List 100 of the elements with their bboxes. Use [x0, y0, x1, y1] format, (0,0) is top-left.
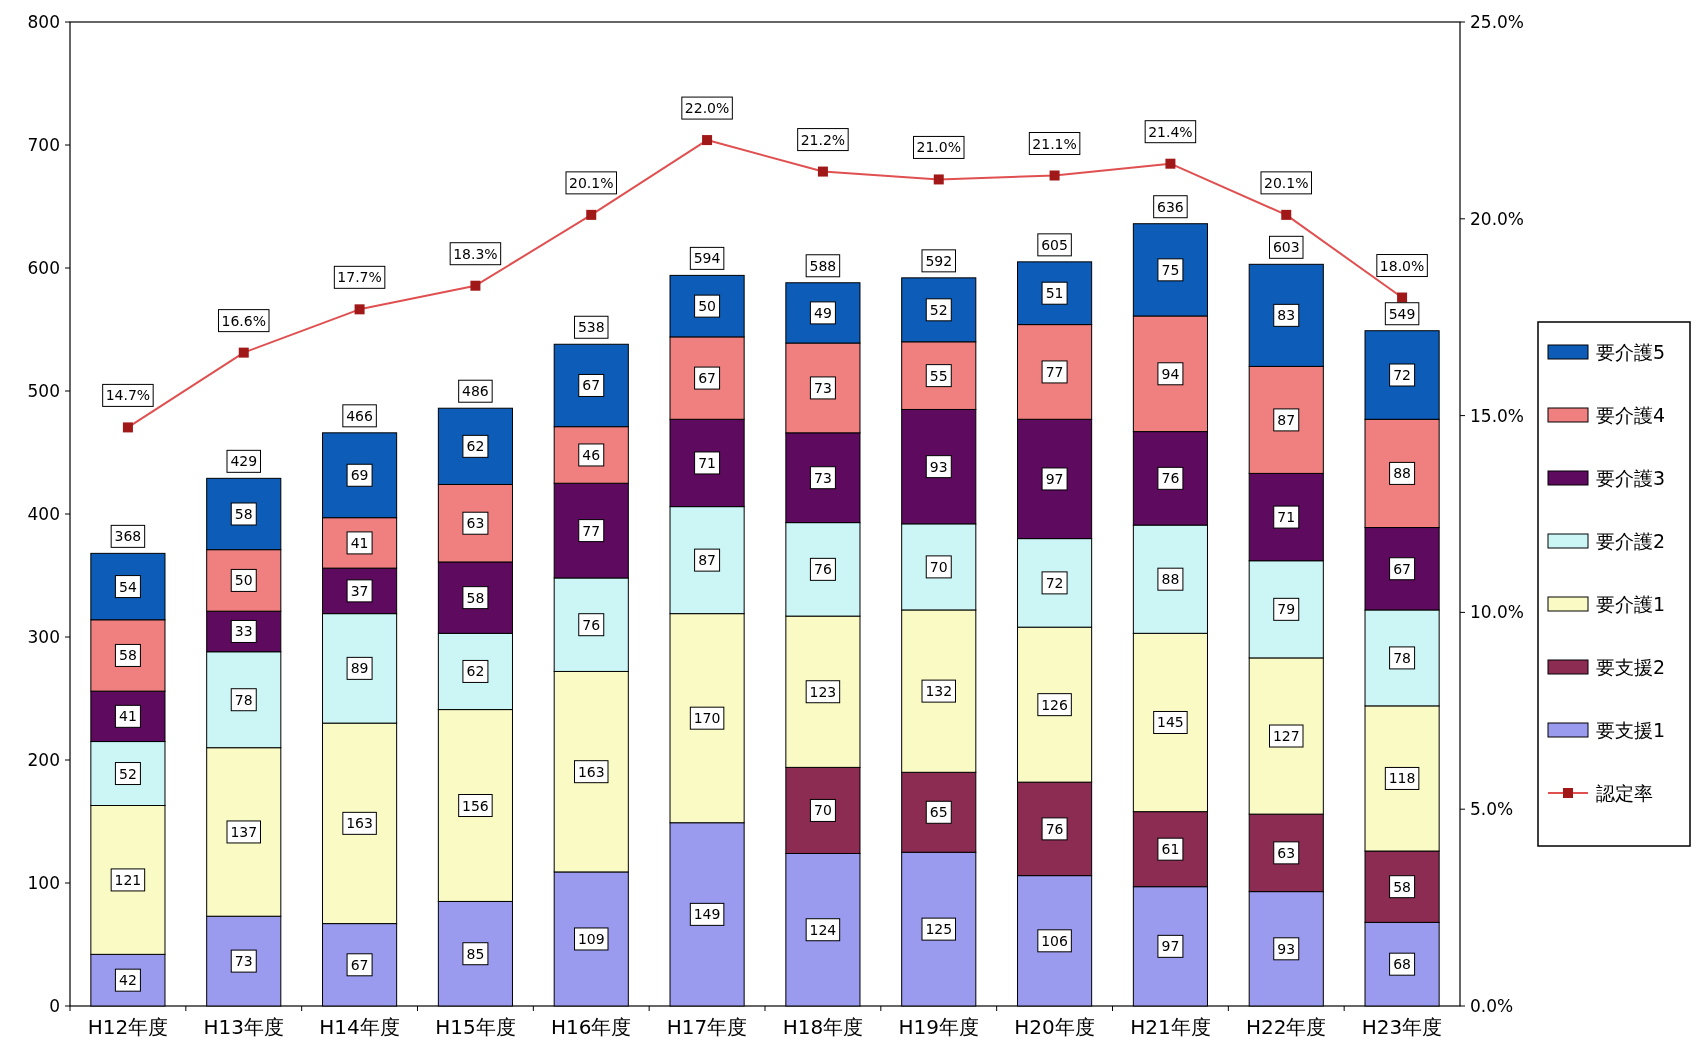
- data-label: 79: [1277, 601, 1296, 618]
- y-tick-label: 200: [27, 750, 60, 770]
- data-label: 17.7%: [337, 269, 382, 286]
- data-label: 49: [814, 304, 832, 321]
- data-label: 21.4%: [1148, 123, 1193, 140]
- data-label: 89: [350, 660, 369, 677]
- data-label: 73: [234, 953, 253, 970]
- data-label: 87: [698, 552, 716, 569]
- data-label: 67: [1393, 560, 1411, 577]
- data-label: 83: [1277, 307, 1296, 324]
- x-tick-label: H14年度: [319, 1015, 400, 1039]
- data-label: 42: [119, 972, 137, 989]
- data-label: 58: [466, 589, 485, 606]
- data-label: 156: [462, 797, 489, 814]
- total-label: 538: [577, 319, 605, 336]
- data-label: 93: [1277, 940, 1296, 957]
- data-label: 93: [929, 458, 948, 475]
- data-label: 70: [929, 558, 948, 575]
- data-label: 33: [234, 623, 253, 640]
- data-label: 73: [814, 379, 832, 396]
- data-label: 70: [814, 802, 832, 819]
- data-label: 71: [698, 454, 716, 471]
- data-label: 67: [350, 956, 369, 973]
- legend-label: 要介護3: [1596, 467, 1666, 489]
- data-label: 61: [1161, 841, 1180, 858]
- data-label: 127: [1272, 728, 1300, 745]
- data-label: 109: [577, 930, 605, 947]
- data-label: 41: [350, 534, 369, 551]
- x-tick-label: H20年度: [1014, 1015, 1095, 1039]
- total-label: 466: [346, 407, 374, 424]
- total-label: 549: [1388, 305, 1416, 322]
- legend-label: 要介護5: [1596, 341, 1666, 363]
- data-label: 41: [119, 708, 137, 725]
- data-label: 67: [698, 370, 716, 387]
- legend-label: 要支援1: [1596, 719, 1666, 741]
- y2-tick-label: 20.0%: [1470, 208, 1525, 229]
- data-label: 87: [1277, 411, 1296, 428]
- total-label: 588: [809, 257, 837, 274]
- data-label: 163: [346, 815, 373, 832]
- data-label: 21.0%: [916, 139, 961, 156]
- data-label: 76: [1045, 820, 1064, 837]
- x-tick-label: H22年度: [1246, 1015, 1327, 1039]
- data-label: 22.0%: [684, 100, 730, 117]
- total-label: 486: [462, 383, 489, 400]
- y2-tick-label: 0.0%: [1470, 996, 1514, 1016]
- data-label: 54: [119, 578, 137, 595]
- x-tick-label: H23年度: [1361, 1015, 1443, 1039]
- x-tick-label: H16年度: [551, 1015, 632, 1039]
- data-label: 62: [466, 438, 485, 455]
- data-label: 50: [698, 298, 716, 315]
- data-label: 58: [119, 647, 137, 664]
- total-label: 368: [114, 528, 142, 545]
- total-label: 429: [230, 453, 258, 470]
- data-label: 76: [582, 616, 601, 633]
- data-label: 78: [1393, 649, 1411, 666]
- data-label: 118: [1388, 770, 1416, 787]
- data-label: 121: [114, 871, 142, 888]
- data-label: 69: [350, 467, 369, 484]
- data-label: 163: [577, 763, 605, 780]
- data-label: 149: [693, 906, 721, 923]
- data-label: 97: [1161, 938, 1180, 955]
- data-label: 106: [1041, 932, 1069, 949]
- data-label: 145: [1157, 714, 1184, 731]
- data-label: 77: [1045, 363, 1064, 380]
- data-label: 68: [1393, 956, 1411, 973]
- legend-label: 要介護2: [1596, 530, 1666, 552]
- data-label: 21.1%: [1032, 135, 1077, 152]
- x-tick-label: H21年度: [1130, 1015, 1211, 1039]
- total-label: 594: [693, 250, 721, 267]
- data-label: 58: [234, 506, 253, 522]
- x-tick-label: H12年度: [87, 1015, 169, 1039]
- total-label: 592: [925, 252, 953, 269]
- legend-label: 認定率: [1596, 782, 1653, 804]
- data-label: 124: [809, 921, 837, 938]
- data-label: 58: [1393, 878, 1411, 895]
- data-label: 77: [582, 522, 601, 539]
- x-tick-label: H17年度: [666, 1015, 748, 1039]
- data-label: 52: [929, 301, 948, 318]
- data-label: 137: [230, 823, 258, 840]
- data-label: 71: [1277, 509, 1296, 526]
- data-label: 126: [1041, 696, 1069, 713]
- y-tick-label: 300: [27, 627, 60, 647]
- total-label: 636: [1157, 198, 1184, 215]
- data-label: 75: [1161, 261, 1180, 278]
- data-label: 63: [466, 515, 485, 532]
- data-label: 18.0%: [1379, 257, 1425, 274]
- data-label: 62: [466, 663, 485, 680]
- y-tick-label: 0: [49, 996, 60, 1016]
- data-label: 132: [925, 683, 953, 700]
- data-label: 123: [809, 683, 837, 700]
- data-label: 16.6%: [221, 312, 266, 329]
- x-tick-label: H19年度: [898, 1015, 979, 1039]
- data-label: 94: [1161, 365, 1180, 382]
- y2-tick-label: 10.0%: [1470, 602, 1525, 623]
- data-label: 88: [1393, 465, 1411, 482]
- data-label: 97: [1045, 470, 1064, 487]
- total-label: 605: [1041, 236, 1068, 253]
- legend-label: 要支援2: [1596, 656, 1666, 678]
- data-label: 170: [693, 710, 721, 727]
- data-label: 20.1%: [569, 174, 614, 191]
